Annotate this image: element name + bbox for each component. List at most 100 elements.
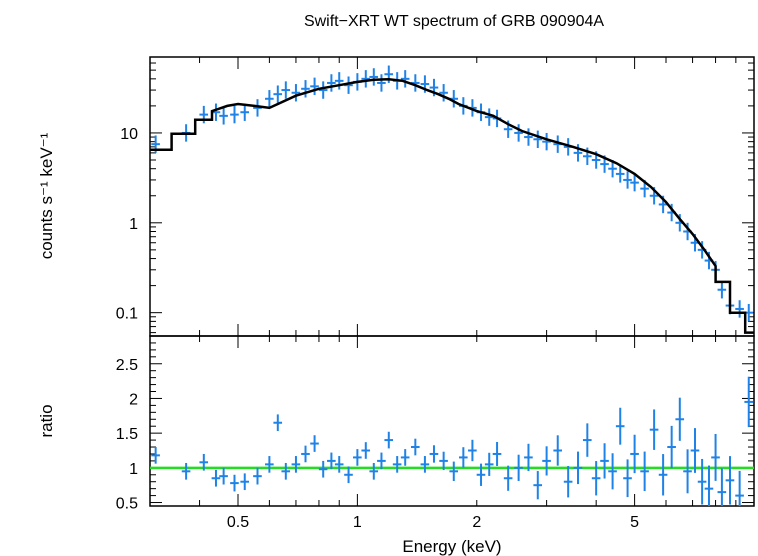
ratio-data-point (503, 465, 513, 491)
spectrum-data-point (400, 70, 410, 88)
ratio-data-point (690, 428, 700, 473)
top-y-axis-label: counts s⁻¹ keV⁻¹ (37, 132, 56, 259)
ratio-data-point (449, 461, 459, 482)
ratio-data-point (400, 449, 410, 466)
ratio-data-point (384, 431, 394, 449)
ratio-data-point (573, 451, 583, 485)
model-curve (150, 78, 754, 334)
spectrum-data-point (533, 130, 543, 148)
ratio-data-point (230, 474, 239, 492)
bottom-y-axis-label: ratio (37, 404, 56, 437)
ratio-plot-frame (149, 335, 755, 507)
spectrum-data-point (318, 81, 328, 99)
ratio-data-point (615, 407, 625, 445)
ratio-data-point (608, 453, 617, 490)
x-tick-label: 2 (472, 514, 481, 531)
ratio-data-point (265, 456, 274, 473)
ratio-data-point (211, 469, 221, 487)
ratio-data-point (533, 471, 543, 500)
ratio-data-point (717, 468, 727, 506)
y-tick-label: 10 (120, 126, 138, 143)
ratio-data-point (392, 456, 402, 473)
spectrum-data-point (230, 105, 239, 124)
ratio-data-point (369, 462, 379, 480)
ratio-data-point (704, 465, 714, 506)
spectrum-data-point (514, 124, 523, 142)
spectrum-data-point (281, 81, 291, 99)
ratio-data-point (542, 446, 551, 476)
x-axis-label: Energy (keV) (402, 537, 501, 556)
ratio-data-point (458, 447, 468, 468)
ratio-data-point (683, 449, 692, 494)
ratio-data-point (410, 438, 420, 456)
ratio-data-point (476, 463, 486, 486)
ratio-data-point (591, 461, 601, 496)
spectrum-data-point (717, 281, 727, 299)
y-tick-label: 2 (129, 391, 138, 408)
spectrum-panel: 0.1 1 10 (116, 56, 755, 337)
ratio-data-point (658, 454, 668, 496)
ratio-data-point (301, 445, 310, 463)
spectrum-data-point (573, 144, 583, 162)
ratio-data-point (273, 414, 283, 432)
ratio-data-point (253, 467, 262, 485)
ratio-data-point (649, 409, 659, 450)
ratio-data-point (468, 439, 477, 462)
spectrum-data-point (542, 132, 551, 151)
ratio-data-point (514, 454, 523, 481)
spectrum-data-point (334, 72, 344, 90)
y-tick-label: 1.5 (116, 426, 138, 443)
ratio-data-point (318, 460, 328, 478)
ratio-data-point (735, 470, 744, 506)
spectrum-data-point (439, 84, 448, 102)
ratio-data-point (281, 462, 291, 480)
spectrum-data-point (735, 300, 744, 318)
ratio-data-point (582, 423, 592, 457)
ratio-data-point (240, 473, 249, 491)
ratio-data-point (744, 376, 754, 428)
ratio-data-point (327, 452, 336, 470)
y-tick-label: 1 (129, 216, 138, 233)
ratio-data-point (675, 397, 685, 441)
spectrum-data-point (219, 107, 228, 125)
ratio-data-point (334, 456, 344, 473)
x-tick-label: 5 (630, 514, 639, 531)
ratio-data-point (219, 467, 228, 485)
ratio-data-point (344, 466, 353, 484)
ratio-data-point (492, 441, 502, 466)
ratio-data-point (484, 452, 494, 476)
ratio-data-point (420, 456, 430, 473)
y-tick-label: 0.1 (116, 306, 138, 323)
y-tick-label: 1 (129, 461, 138, 478)
ratio-data-point (429, 445, 439, 463)
spectrum-data-point (361, 70, 371, 88)
ratio-data-point (553, 435, 562, 466)
ratio-data-point (630, 434, 639, 474)
spectrum-data-point (327, 74, 336, 92)
ratio-data-point (199, 453, 209, 471)
chart-title: Swift−XRT WT spectrum of GRB 090904A (304, 13, 604, 30)
spectrum-data-point (615, 165, 625, 183)
spectrum-data-point (630, 173, 639, 192)
ratio-data-point (439, 451, 448, 471)
ratio-data-point (524, 443, 533, 472)
ratio-data-point (725, 456, 735, 505)
spectrum-data-point (240, 103, 249, 121)
spectrum-data-point (608, 159, 617, 178)
ratio-data-point (697, 458, 707, 505)
spectrum-data-point (484, 108, 494, 126)
ratio-data-point (291, 456, 301, 473)
spectrum-data-point (310, 77, 319, 96)
x-tick-label: 1 (353, 514, 362, 531)
ratio-data-point (361, 442, 371, 459)
ratio-data-point (600, 443, 609, 479)
spectrum-data-point (273, 85, 283, 103)
ratio-data-point (640, 451, 649, 492)
x-tick-label: 0.5 (227, 514, 249, 531)
ratio-data-point (310, 435, 319, 452)
y-tick-label: 0.5 (116, 496, 138, 513)
ratio-data-point (667, 425, 676, 469)
ratio-data-point (563, 465, 573, 498)
ratio-data-point (353, 449, 362, 466)
